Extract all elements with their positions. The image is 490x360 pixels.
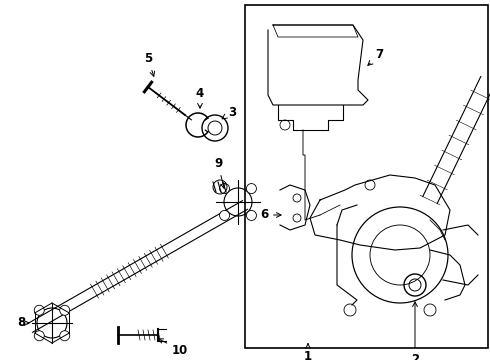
Text: 9: 9	[214, 157, 225, 188]
Text: 8: 8	[17, 316, 29, 329]
Text: 10: 10	[158, 339, 188, 356]
Circle shape	[60, 305, 70, 315]
Circle shape	[220, 184, 229, 194]
Circle shape	[60, 331, 70, 341]
Text: 5: 5	[144, 52, 154, 76]
Circle shape	[34, 305, 44, 315]
Text: 3: 3	[222, 105, 236, 119]
Circle shape	[246, 211, 256, 220]
Text: 1: 1	[304, 344, 312, 360]
Circle shape	[246, 184, 256, 194]
Text: 6: 6	[260, 208, 281, 221]
Text: 2: 2	[411, 302, 419, 360]
Bar	[245, 5, 488, 348]
Circle shape	[220, 211, 229, 220]
Text: 7: 7	[368, 49, 383, 66]
Text: 4: 4	[196, 87, 204, 108]
Circle shape	[34, 331, 44, 341]
